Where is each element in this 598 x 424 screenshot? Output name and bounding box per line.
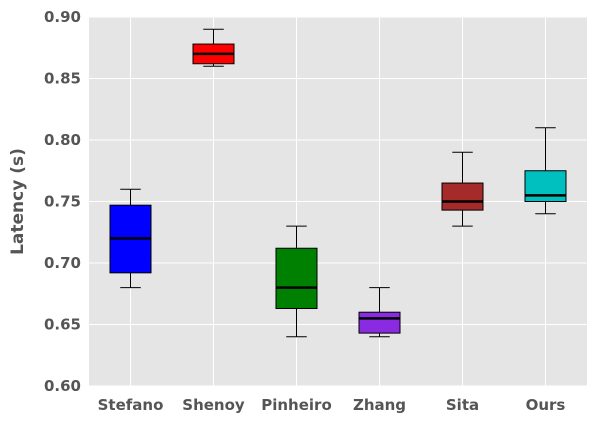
box-sita (441, 151, 484, 227)
x-tick-label: Pinheiro (261, 396, 332, 414)
box-pinheiro (275, 225, 318, 338)
y-tick-label: 0.80 (44, 131, 81, 149)
x-tick-label: Zhang (353, 396, 406, 414)
box-stefano (109, 188, 152, 289)
box-body (524, 170, 567, 202)
box-body (441, 182, 484, 211)
boxes-group (109, 28, 567, 338)
box-ours (524, 127, 567, 215)
box-body (358, 311, 401, 334)
x-tick-labels: Stefano Shenoy Pinheiro Zhang Sita Ours (98, 396, 566, 414)
x-tick-label: Stefano (98, 396, 164, 414)
box-shenoy (192, 28, 235, 67)
x-tick-label: Sita (446, 396, 479, 414)
y-tick-label: 0.70 (44, 254, 81, 272)
x-tick-label: Shenoy (182, 396, 245, 414)
box-body (275, 247, 318, 310)
y-tick-label: 0.60 (44, 377, 81, 395)
y-tick-label: 0.85 (44, 70, 81, 88)
y-tick-label: 0.75 (44, 193, 81, 211)
y-tick-label: 0.90 (44, 8, 81, 26)
y-tick-label: 0.65 (44, 316, 81, 334)
y-tick-labels: 0.60 0.65 0.70 0.75 0.80 0.85 0.90 (44, 8, 81, 395)
x-tick-label: Ours (526, 396, 566, 414)
y-axis-label: Latency (s) (8, 148, 28, 255)
box-zhang (358, 287, 401, 338)
